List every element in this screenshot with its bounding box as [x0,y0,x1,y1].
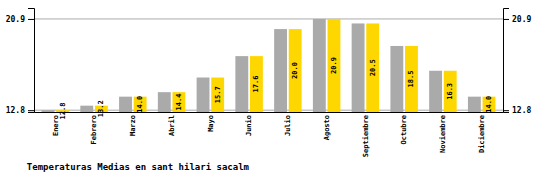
y-axis-right: 12.8 20.9 [503,9,531,116]
x-tick: Julio [284,115,292,136]
y-tick-mark [503,110,509,111]
data-label: 15.7 [214,86,222,103]
x-tick-label: Septiembre [362,115,370,157]
bar-series [56,19,495,112]
bar [274,29,287,112]
y-axis-left: 12.8 20.9 [6,9,35,116]
data-label: 16.3 [446,83,454,100]
y-tick: 12.8 [6,106,34,115]
x-tick: Junio [245,115,253,136]
title: Temperaturas Medias en sant hilari sacal… [27,162,250,172]
x-tick-label: Octubre [400,115,408,145]
bars [42,19,496,112]
bar [172,92,185,112]
bar [250,56,263,112]
data-label: 14.0 [485,96,493,113]
y-tick-label: 20.9 [6,15,25,24]
x-axis: Enero Febrero Marzo Abril Mayo Junio Julio Agos… [35,113,504,158]
y-axis-line [504,9,510,113]
data-label: 18.5 [407,71,415,88]
bar [119,97,132,112]
x-tick-label: Junio [245,115,253,136]
bar [42,110,55,112]
x-tick: Diciembre [478,115,486,153]
x-tick-label: Abril [168,115,176,136]
data-label: 20.9 [330,57,338,74]
data-label: 17.6 [252,76,260,93]
bar [328,19,341,112]
y-tick-mark [28,110,34,111]
x-tick: Mayo [207,115,215,132]
x-tick: Noviembre [439,115,447,153]
bar [483,97,496,112]
data-label: 12.8 [59,103,67,120]
data-label: 14.4 [175,94,183,111]
x-tick: Marzo [129,115,137,136]
grid-line [34,18,503,19]
x-tick-label: Noviembre [439,115,447,153]
bar [158,92,171,112]
y-tick: 12.8 [503,106,531,115]
data-labels: 12.8 13.2 14.0 14.4 15.7 17.6 20.0 20.9 20.5 18.5… [59,57,493,119]
bar [235,56,248,112]
y-axis-line [28,9,35,113]
data-label: 14.0 [136,96,144,113]
bar [197,78,210,112]
x-tick-label: Febrero [90,115,98,145]
y-tick-label: 12.8 [512,106,531,115]
y-tick: 20.9 [503,15,531,24]
plot: 12.8 13.2 14.0 14.4 15.7 17.6 20.0 20.9 20.5 18.5… [6,9,532,158]
x-tick: Abril [168,115,176,136]
x-tick-label: Marzo [129,115,137,136]
x-tick-label: Julio [284,115,292,136]
bar [80,106,93,112]
bar [134,97,147,112]
x-tick-label: Agosto [323,115,331,140]
bar [468,97,481,112]
x-tick-label: Enero [52,115,60,136]
x-tick: Enero [52,115,60,136]
y-tick-label: 20.9 [512,15,531,24]
y-tick-mark [28,19,34,20]
bar [289,29,302,112]
y-tick-mark [503,19,509,20]
chart: 12.8 13.2 14.0 14.4 15.7 17.6 20.0 20.9 20.5 18.5… [0,0,537,174]
bar [313,19,326,112]
y-tick-label: 12.8 [6,106,25,115]
bar [429,71,442,112]
bar [352,23,365,112]
bar [211,78,224,112]
x-tick: Octubre [400,115,408,145]
data-label: 13.2 [97,100,105,117]
data-label: 20.5 [369,59,377,76]
bar [390,46,403,112]
bar [405,46,418,112]
x-tick: Febrero [90,115,98,145]
bar [444,71,457,112]
x-tick: Agosto [323,115,331,140]
y-tick: 20.9 [6,15,34,24]
x-axis-line [35,112,504,113]
bar-series [42,19,481,112]
bar [366,23,379,112]
x-tick-label: Mayo [207,115,215,132]
data-label: 20.0 [291,62,299,79]
x-tick: Septiembre [362,115,370,157]
x-tick-label: Diciembre [478,115,486,153]
